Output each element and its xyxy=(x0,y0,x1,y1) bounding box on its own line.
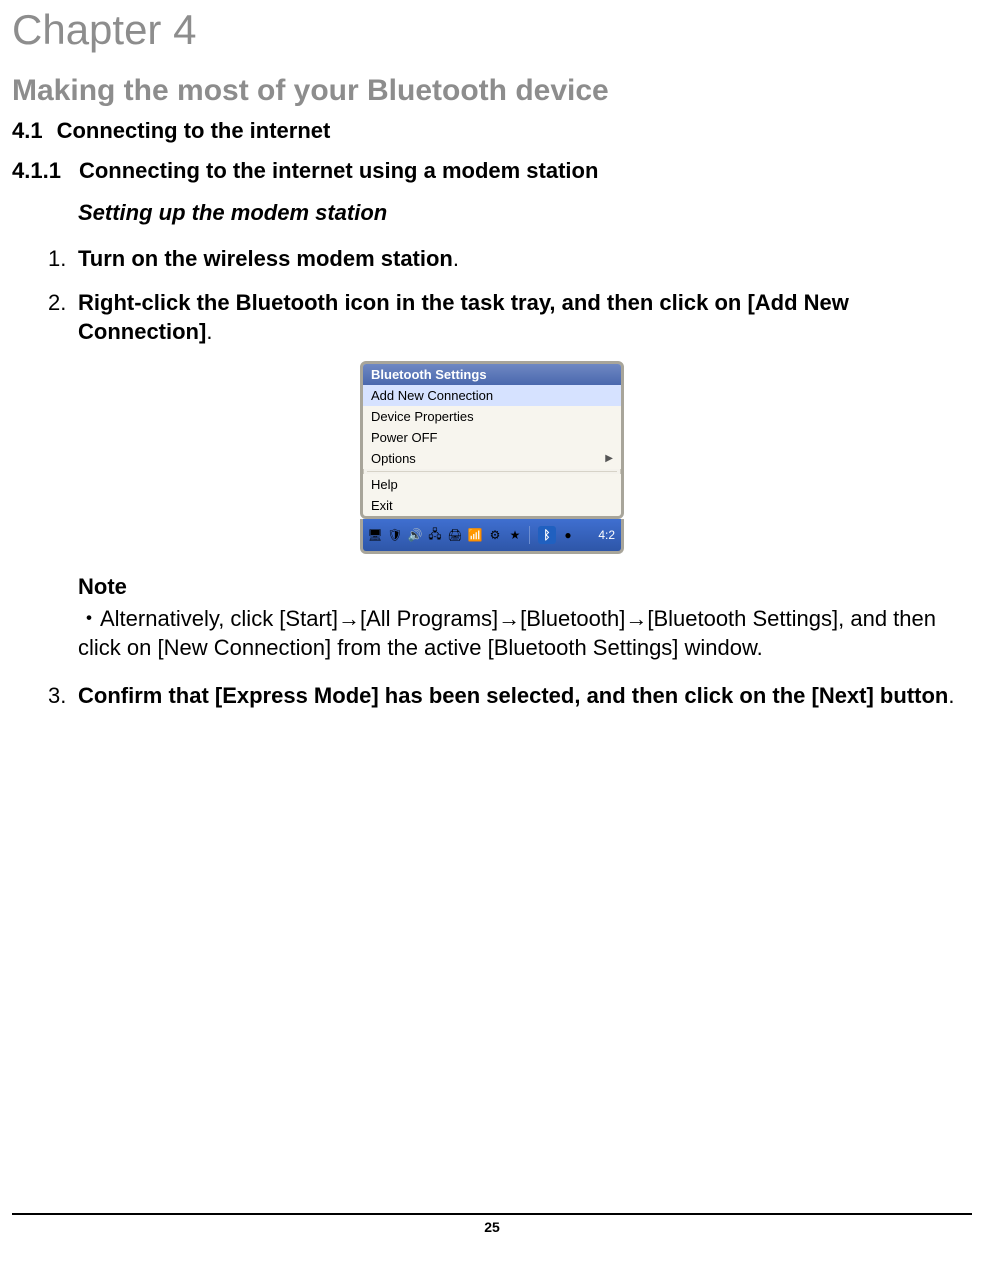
tray-glyph: 📶 xyxy=(468,528,483,542)
tray-icon[interactable]: 🛡 xyxy=(387,527,403,543)
subsection-number: 4.1.1 xyxy=(12,158,61,183)
context-menu-window: Bluetooth Settings Add New Connection De… xyxy=(360,361,624,519)
menu-item-device-properties[interactable]: Device Properties xyxy=(363,406,621,427)
step-number: 3. xyxy=(48,681,78,711)
section-number: 4.1 xyxy=(12,118,43,143)
page-footer: 25 xyxy=(12,1213,972,1235)
italic-subheading: Setting up the modem station xyxy=(78,200,972,226)
menu-item-help[interactable]: Help xyxy=(363,474,621,495)
menu-item-power-off[interactable]: Power OFF xyxy=(363,427,621,448)
step-bold-text: Turn on the wireless modem station xyxy=(78,246,453,271)
bluetooth-tray-icon[interactable]: ᛒ xyxy=(538,526,556,544)
tray-glyph: 🛡 xyxy=(387,528,402,542)
note-label: Note xyxy=(78,572,972,602)
tray-separator xyxy=(529,526,530,544)
section-heading-4-1-1: 4.1.1 Connecting to the internet using a … xyxy=(12,158,972,184)
step-bold-text: Confirm that [Express Mode] has been sel… xyxy=(78,683,948,708)
step-text: Turn on the wireless modem station. xyxy=(78,244,972,274)
tray-glyph: 🖥 xyxy=(367,528,382,542)
tray-glyph: ⚙ xyxy=(490,528,501,542)
section-heading-4-1: 4.1 Connecting to the internet xyxy=(12,118,972,144)
menu-item-label: Device Properties xyxy=(371,409,474,424)
menu-item-label: Add New Connection xyxy=(371,388,493,403)
step-3: 3. Confirm that [Express Mode] has been … xyxy=(48,681,972,711)
tray-icon[interactable]: ⚙ xyxy=(487,527,503,543)
menu-item-options[interactable]: Options ▶ xyxy=(363,448,621,469)
document-page: Chapter 4 Making the most of your Blueto… xyxy=(0,6,984,1261)
tray-icon[interactable]: 🖥 xyxy=(367,527,383,543)
step-bold-text: Right-click the Bluetooth icon in the ta… xyxy=(78,290,849,345)
step-tail-text: . xyxy=(948,683,954,708)
step-2: 2. Right-click the Bluetooth icon in the… xyxy=(48,288,972,347)
tray-glyph: ● xyxy=(564,528,571,542)
tray-glyph: 🔊 xyxy=(408,528,423,542)
tray-icon[interactable]: 📶 xyxy=(467,527,483,543)
subsection-text: Connecting to the internet using a modem… xyxy=(79,158,598,183)
menu-item-label: Options xyxy=(371,451,416,466)
context-menu-title: Bluetooth Settings xyxy=(363,364,621,385)
tray-icon[interactable]: ● xyxy=(560,527,576,543)
menu-item-add-new-connection[interactable]: Add New Connection xyxy=(363,385,621,406)
step-1: 1. Turn on the wireless modem station. xyxy=(48,244,972,274)
menu-item-exit[interactable]: Exit xyxy=(363,495,621,516)
page-number: 25 xyxy=(12,1219,972,1235)
note-body: ・Alternatively, click [Start]→[All Progr… xyxy=(78,604,972,663)
submenu-arrow-icon: ▶ xyxy=(605,453,613,464)
tray-glyph: 🖨 xyxy=(447,528,462,542)
menu-item-label: Power OFF xyxy=(371,430,437,445)
tray-glyph: ★ xyxy=(510,528,521,542)
context-menu-figure: Bluetooth Settings Add New Connection De… xyxy=(360,361,624,554)
step-tail-text: . xyxy=(453,246,459,271)
tray-icon[interactable]: ★ xyxy=(507,527,523,543)
taskbar-clock: 4:2 xyxy=(598,528,617,542)
menu-item-label: Help xyxy=(371,477,398,492)
tray-icon[interactable]: 🖨 xyxy=(447,527,463,543)
step-number: 1. xyxy=(48,244,78,274)
tray-icon[interactable]: 🖧 xyxy=(427,527,443,543)
note-block: Note ・Alternatively, click [Start]→[All … xyxy=(78,572,972,663)
menu-item-label: Exit xyxy=(371,498,393,513)
taskbar: 🖥 🛡 🔊 🖧 🖨 📶 ⚙ ★ ᛒ ● 4:2 xyxy=(360,519,624,554)
step-text: Confirm that [Express Mode] has been sel… xyxy=(78,681,972,711)
menu-separator xyxy=(367,471,617,472)
step-number: 2. xyxy=(48,288,78,318)
chapter-title: Chapter 4 xyxy=(12,6,972,54)
tray-icon[interactable]: 🔊 xyxy=(407,527,423,543)
section-text: Connecting to the internet xyxy=(57,118,331,143)
step-tail-text: . xyxy=(206,319,212,344)
bluetooth-glyph: ᛒ xyxy=(543,528,550,542)
tray-glyph: 🖧 xyxy=(428,525,441,546)
book-title: Making the most of your Bluetooth device xyxy=(12,74,972,108)
footer-rule xyxy=(12,1213,972,1215)
step-text: Right-click the Bluetooth icon in the ta… xyxy=(78,288,972,347)
